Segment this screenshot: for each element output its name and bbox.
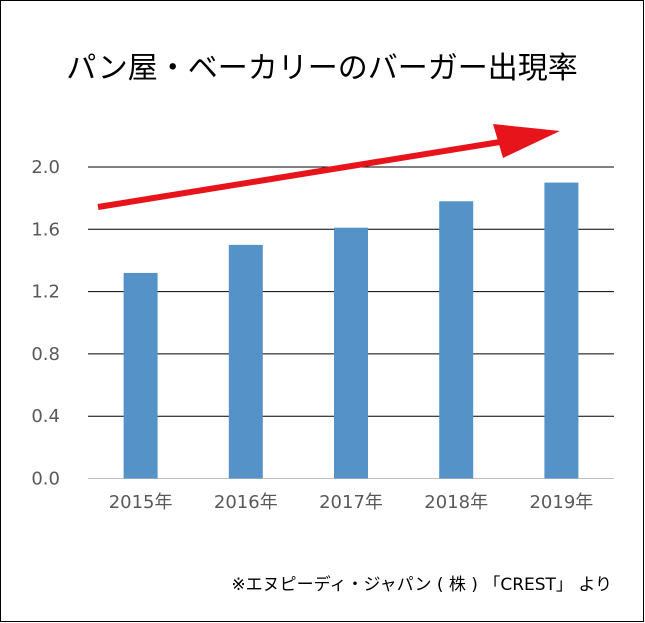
x-tick-label: 2016年 (214, 492, 278, 513)
x-tick-label: 2019年 (529, 492, 593, 513)
y-tick-label: 1.6 (31, 219, 60, 240)
x-tick-label: 2015年 (109, 492, 173, 513)
bar-2017年 (334, 227, 368, 479)
bar-2019年 (544, 182, 579, 479)
bar-2016年 (228, 244, 263, 479)
chart-title: パン屋・ベーカリーのバーガー出現率 (66, 51, 578, 86)
y-tick-label: 0.0 (31, 469, 60, 490)
trend-arrow-shaft (97, 139, 501, 210)
y-tick-label: 0.8 (31, 344, 60, 365)
y-tick-label: 0.4 (31, 406, 60, 427)
bar-2015年 (123, 272, 158, 479)
y-tick-label: 2.0 (31, 157, 60, 178)
trend-arrow-head (493, 124, 560, 158)
y-tick-label: 1.2 (31, 282, 60, 303)
x-tick-label: 2018年 (424, 492, 488, 513)
bar-2018年 (439, 201, 474, 479)
x-tick-label: 2017年 (319, 492, 383, 513)
source-note: ※エヌピーディ・ジャパン ( 株 ) 「CREST」 より (231, 574, 612, 595)
